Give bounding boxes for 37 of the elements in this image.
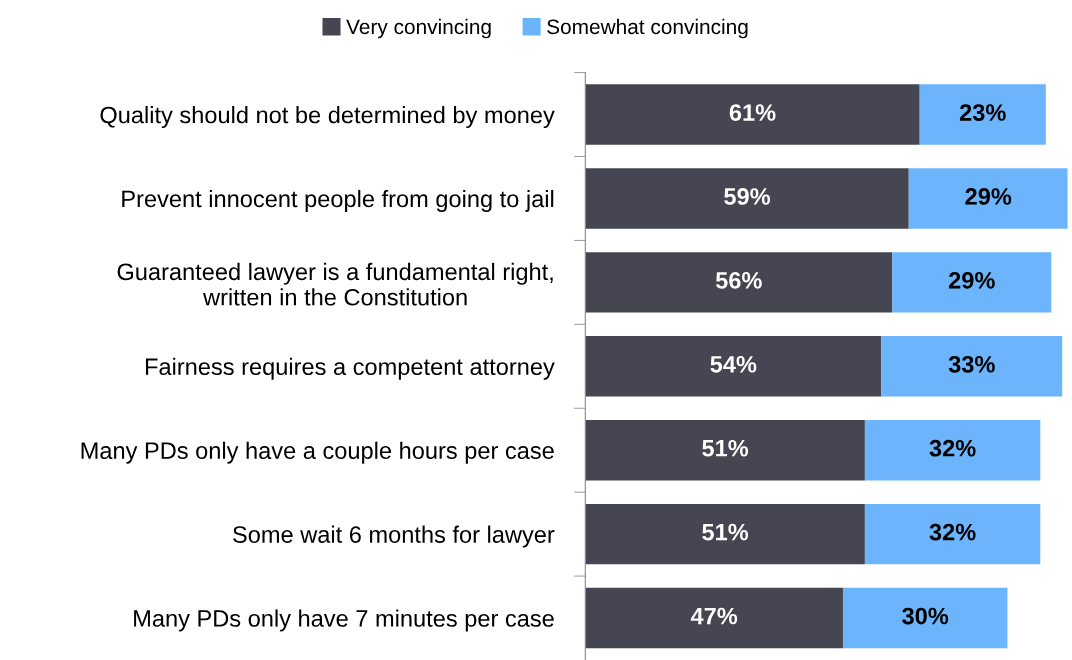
- y-tick-label: Prevent innocent people from going to jail: [122, 189, 554, 212]
- bar: [585, 336, 882, 397]
- data-label: 23%: [959, 104, 1006, 121]
- bar: [842, 587, 1008, 649]
- bar: [585, 252, 893, 313]
- data-label: 29%: [948, 272, 995, 289]
- data-label: 47%: [690, 607, 738, 625]
- bar: [919, 84, 1046, 145]
- data-label: 61%: [729, 104, 776, 121]
- data-label: 51%: [702, 439, 749, 457]
- bar: [881, 336, 1063, 397]
- data-label: 30%: [902, 607, 949, 625]
- bar: [585, 420, 865, 481]
- data-label: 32%: [929, 523, 976, 541]
- y-tick-label: Some wait 6 months for lawyer: [233, 525, 555, 548]
- legend-label: Very convincing: [346, 18, 491, 39]
- data-label: 29%: [965, 188, 1012, 205]
- data-label: 32%: [929, 439, 976, 457]
- data-label: 51%: [702, 523, 749, 541]
- y-tick-label: Quality should not be determined by money: [100, 106, 555, 129]
- y-tick-label: Many PDs only have 7 minutes per case: [134, 609, 554, 632]
- data-label: 59%: [724, 188, 771, 205]
- data-label: 33%: [948, 355, 995, 373]
- bar: [585, 84, 920, 145]
- y-tick-label: Fairness requires a competent attorney: [145, 357, 555, 380]
- data-label: 54%: [710, 355, 757, 373]
- bar: [585, 168, 909, 229]
- data-label: 56%: [715, 272, 762, 289]
- bar: [864, 503, 1041, 565]
- y-tick-label: Many PDs only have a couple hours per case: [81, 441, 554, 464]
- bar: [908, 168, 1068, 229]
- bar: [585, 587, 843, 649]
- bar: [892, 252, 1052, 313]
- legend-label: Somewhat convincing: [547, 18, 748, 39]
- bar: [864, 420, 1041, 481]
- y-tick-label: Guaranteed lawyer is a fundamental right, written in the Constitution: [117, 262, 553, 306]
- bar: [585, 503, 865, 565]
